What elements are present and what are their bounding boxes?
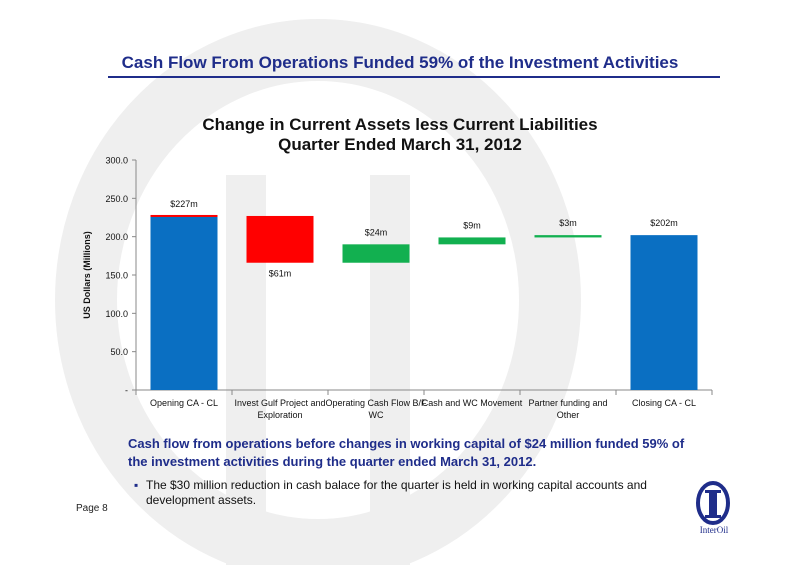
y-tick-label: 250.0 [105,194,128,204]
page-number: Page 8 [76,503,108,514]
logo-wordmark: InterOil [699,525,729,535]
x-category-label: Other [557,410,580,420]
y-tick-label: 300.0 [105,156,128,166]
opening-bar-cap [150,214,218,217]
chart-title-line-2: Quarter Ended March 31, 2012 [278,135,522,154]
data-label: $3m [559,218,577,228]
waterfall-bar [630,235,698,390]
waterfall-bar [246,215,314,263]
y-tick-label: 200.0 [105,232,128,242]
slide-title: Cash Flow From Operations Funded 59% of … [121,53,679,72]
waterfall-bar [534,235,602,238]
bullet-text: The $30 million reduction in cash balace… [146,478,647,507]
x-category-label: Exploration [257,410,302,420]
interoil-logo [696,481,730,525]
waterfall-bar [342,244,410,263]
bullet-marker: ▪ [134,478,139,492]
x-category-label: Closing CA - CL [632,398,696,408]
waterfall-bar [438,237,506,245]
data-label: $227m [170,199,198,209]
y-tick-label: - [125,386,128,396]
data-label: $24m [365,227,388,237]
x-category-label: Operating Cash Flow B/F [325,398,427,408]
y-tick-label: 100.0 [105,309,128,319]
bullet-item: ▪ The $30 million reduction in cash bala… [134,478,686,508]
summary-text: Cash flow from operations before changes… [128,436,685,469]
x-category-label: Opening CA - CL [150,398,218,408]
chart-title-line-1: Change in Current Assets less Current Li… [202,115,598,134]
y-tick-label: 50.0 [110,347,128,357]
y-tick-label: 150.0 [105,271,128,281]
data-label: $9m [463,220,481,230]
data-label: $61m [269,269,292,279]
x-category-label: Partner funding and [528,398,607,408]
title-divider [108,76,720,78]
x-category-label: WC [369,410,384,420]
waterfall-bar [150,215,218,390]
x-category-label: Cash and WC Movement [422,398,523,408]
chart-title: Change in Current Assets less Current Li… [80,115,720,155]
y-axis-title: US Dollars (Millions) [82,231,92,319]
x-category-label: Invest Gulf Project and [234,398,325,408]
data-label: $202m [650,218,678,228]
